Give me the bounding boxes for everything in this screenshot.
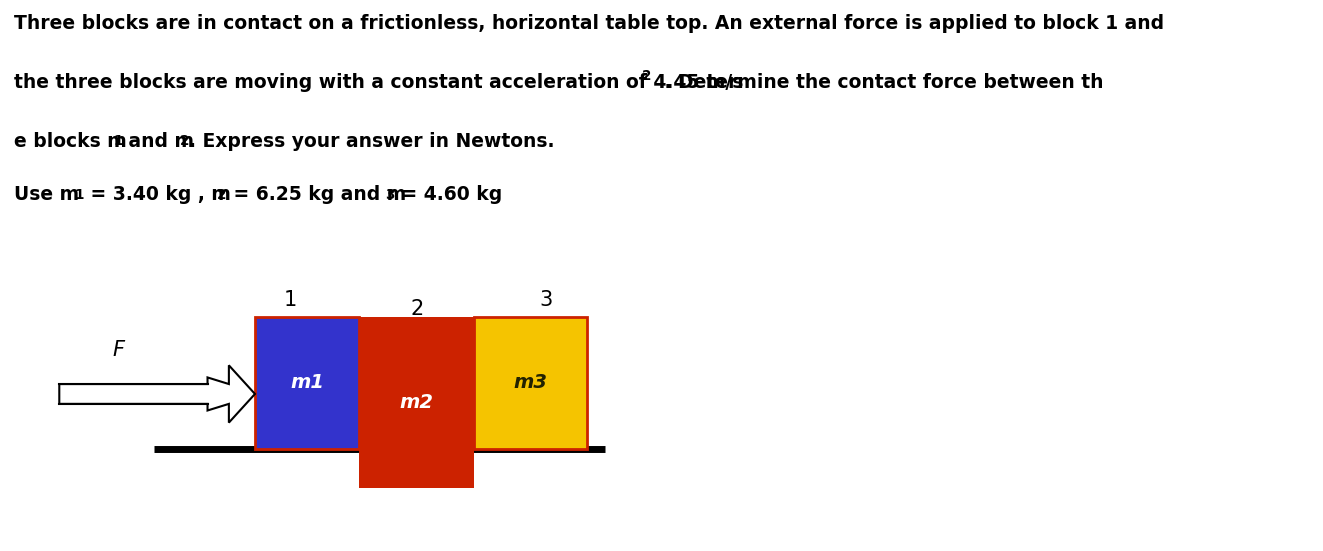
Polygon shape	[60, 365, 255, 423]
Bar	[360, 317, 475, 488]
Text: 2: 2	[180, 134, 189, 148]
Text: m1: m1	[290, 374, 324, 392]
Text: = 4.60 kg: = 4.60 kg	[394, 185, 503, 204]
Text: 2: 2	[217, 188, 226, 202]
Text: and m: and m	[122, 132, 194, 150]
Text: 3: 3	[538, 290, 552, 310]
Text: m3: m3	[513, 374, 548, 392]
Text: 1: 1	[114, 134, 123, 148]
Text: = 3.40 kg , m: = 3.40 kg , m	[85, 185, 232, 204]
Text: 2: 2	[642, 69, 651, 83]
Text: Use m: Use m	[15, 185, 79, 204]
Bar	[255, 317, 360, 449]
Bar	[475, 317, 587, 449]
Text: the three blocks are moving with a constant acceleration of 4.45 m/s: the three blocks are moving with a const…	[15, 73, 744, 91]
Text: e blocks m: e blocks m	[15, 132, 127, 150]
Text: m2: m2	[400, 393, 434, 412]
Text: . Express your answer in Newtons.: . Express your answer in Newtons.	[189, 132, 554, 150]
Text: Three blocks are in contact on a frictionless, horizontal table top. An external: Three blocks are in contact on a frictio…	[15, 14, 1164, 33]
Text: 2: 2	[411, 299, 425, 318]
Text: = 6.25 kg and m: = 6.25 kg and m	[226, 185, 406, 204]
Text: 1: 1	[284, 290, 298, 310]
Text: 3: 3	[385, 188, 394, 202]
Text: 1: 1	[74, 188, 85, 202]
Text: . Determine the contact force between th: . Determine the contact force between th	[658, 73, 1103, 91]
Text: F: F	[112, 340, 124, 360]
